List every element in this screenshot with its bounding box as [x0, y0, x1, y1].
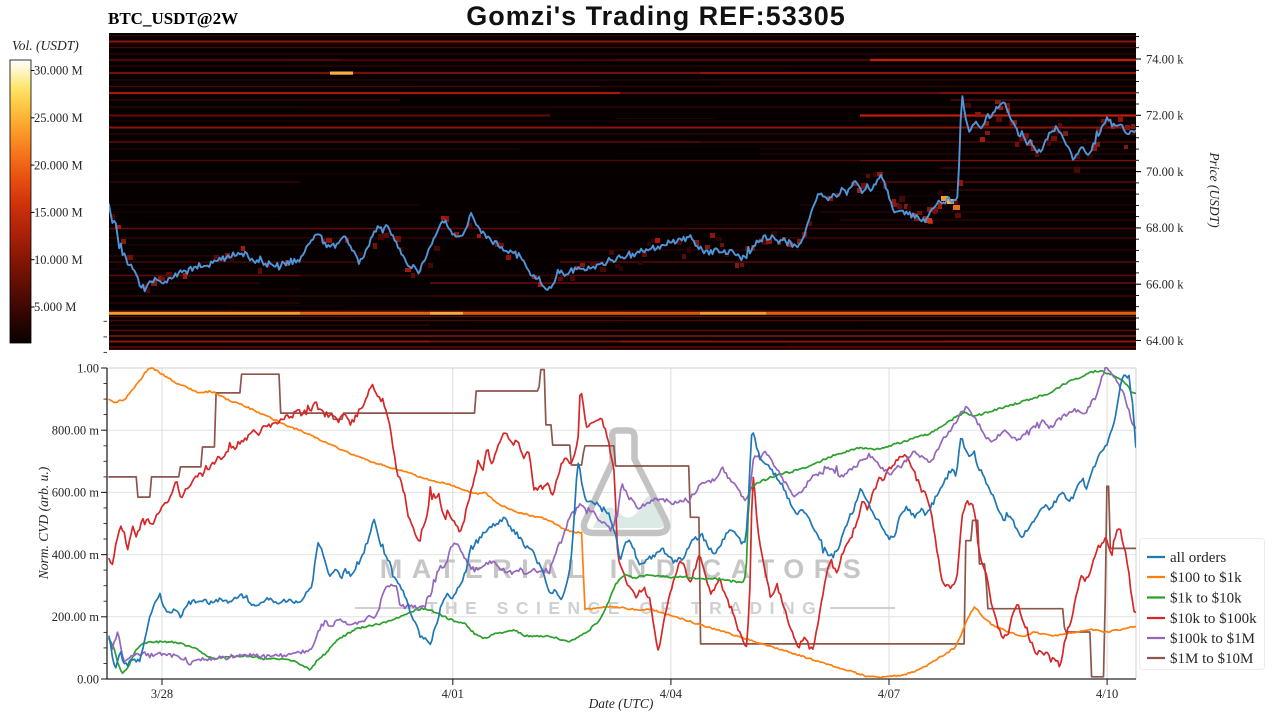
- svg-text:600.00 m: 600.00 m: [52, 486, 100, 500]
- svg-text:25.000 M: 25.000 M: [34, 111, 83, 125]
- svg-text:66.00 k: 66.00 k: [1146, 278, 1184, 292]
- svg-text:Vol. (USDT): Vol. (USDT): [12, 38, 79, 53]
- svg-text:20.000 M: 20.000 M: [34, 158, 83, 172]
- svg-text:all orders: all orders: [1170, 550, 1226, 566]
- svg-text:64.00 k: 64.00 k: [1146, 334, 1184, 348]
- svg-text:$10k to $100k: $10k to $100k: [1170, 611, 1257, 627]
- svg-text:0.00: 0.00: [77, 672, 99, 686]
- svg-text:4/01: 4/01: [442, 687, 464, 701]
- svg-text:Price (USDT): Price (USDT): [1207, 151, 1222, 228]
- svg-text:800.00 m: 800.00 m: [52, 424, 100, 438]
- svg-text:$100k to $1M: $100k to $1M: [1170, 631, 1255, 647]
- svg-text:3/28: 3/28: [151, 687, 173, 701]
- svg-text:$100 to $1k: $100 to $1k: [1170, 570, 1242, 586]
- svg-text:4/10: 4/10: [1096, 687, 1118, 701]
- svg-text:1.00: 1.00: [77, 361, 99, 375]
- svg-text:10.000 M: 10.000 M: [34, 253, 83, 267]
- svg-text:70.00 k: 70.00 k: [1146, 165, 1184, 179]
- svg-text:200.00 m: 200.00 m: [52, 610, 100, 624]
- svg-text:400.00 m: 400.00 m: [52, 548, 100, 562]
- svg-text:5.000 M: 5.000 M: [34, 300, 76, 314]
- svg-text:Date (UTC): Date (UTC): [588, 696, 654, 711]
- svg-text:BTC_USDT@2W: BTC_USDT@2W: [108, 9, 238, 28]
- svg-text:$1M to $10M: $1M to $10M: [1170, 651, 1253, 667]
- svg-text:15.000 M: 15.000 M: [34, 206, 83, 220]
- svg-text:$1k to $10k: $1k to $10k: [1170, 591, 1242, 607]
- svg-text:4/04: 4/04: [660, 687, 683, 701]
- svg-text:Gomzi's Trading REF:53305: Gomzi's Trading REF:53305: [466, 1, 846, 31]
- svg-text:30.000 M: 30.000 M: [34, 64, 83, 78]
- svg-text:68.00 k: 68.00 k: [1146, 221, 1184, 235]
- svg-text:4/07: 4/07: [878, 687, 900, 701]
- svg-text:72.00 k: 72.00 k: [1146, 109, 1184, 123]
- svg-text:Norm. CVD (arb. u.): Norm. CVD (arb. u.): [36, 466, 51, 580]
- svg-text:74.00 k: 74.00 k: [1146, 52, 1184, 66]
